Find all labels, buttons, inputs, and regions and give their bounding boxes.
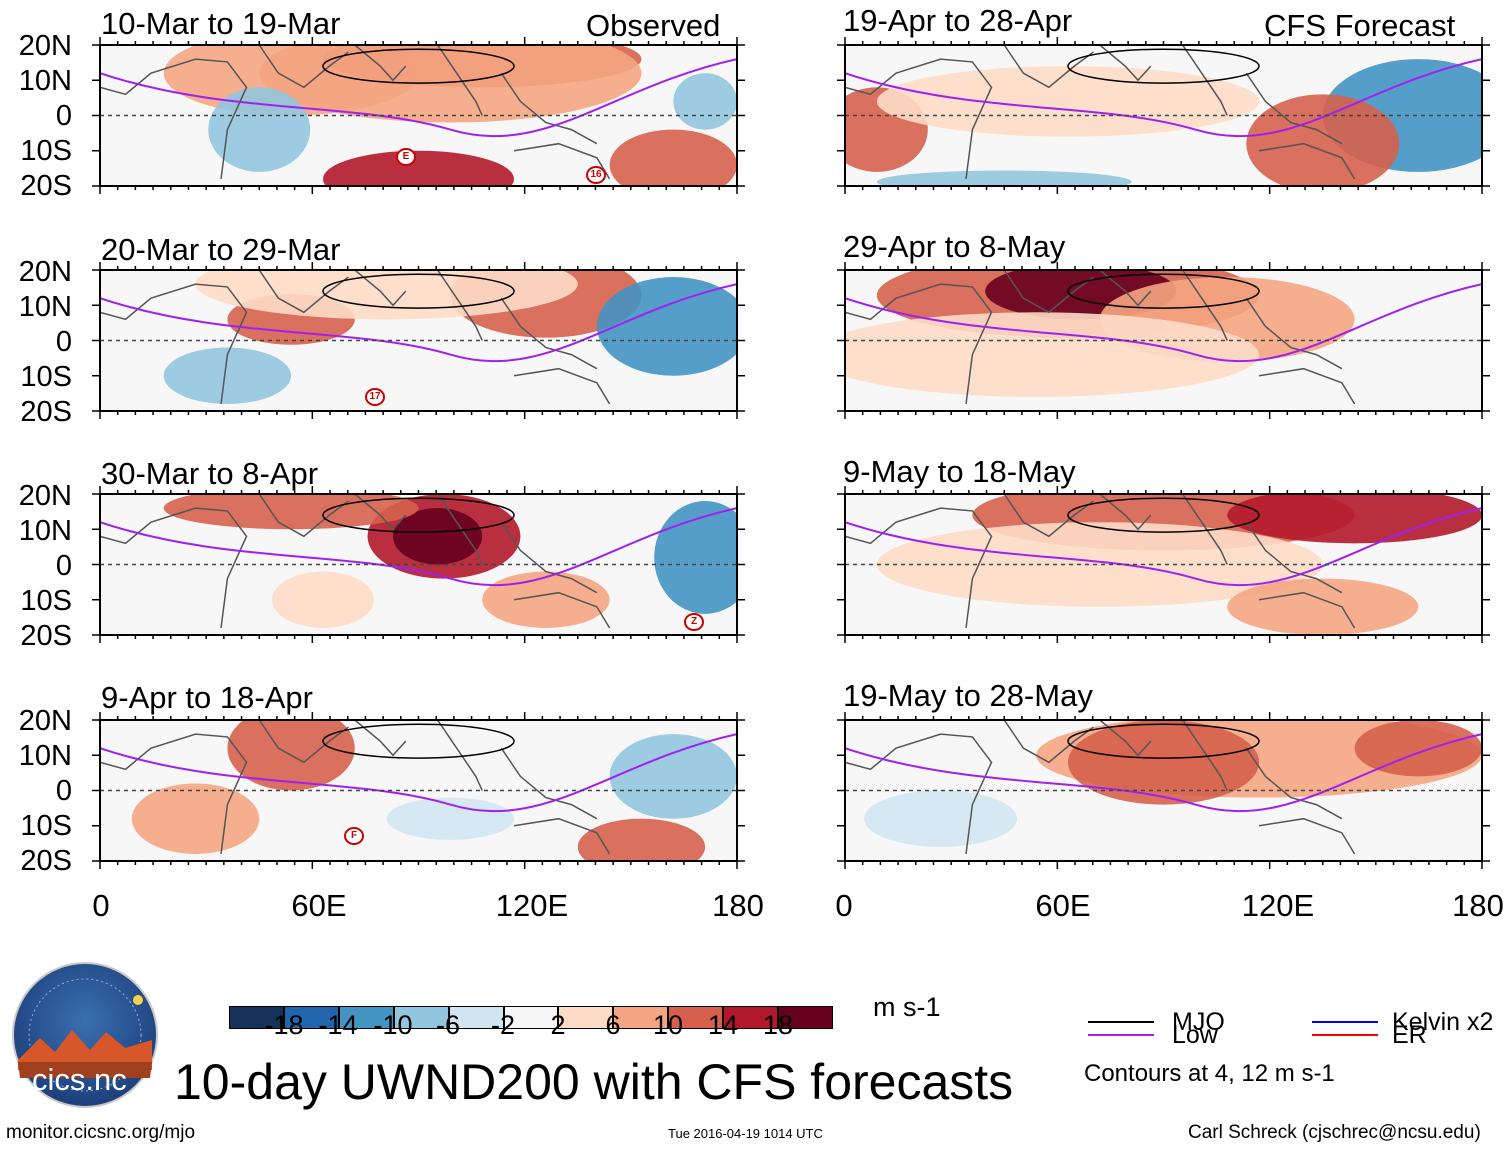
observed-label: Observed <box>586 8 721 43</box>
lat-tick: 20N <box>18 480 72 512</box>
lat-tick: 10S <box>20 810 72 842</box>
panel-title-fc-4: 19-May to 28-May <box>843 678 1093 713</box>
storm-marker: F <box>344 827 364 845</box>
lat-tick: 20S <box>20 620 72 652</box>
panel-title-fc-2: 29-Apr to 8-May <box>843 229 1066 264</box>
kelvin-line-swatch <box>1312 1021 1378 1023</box>
forecast-label: CFS Forecast <box>1264 8 1456 43</box>
lat-tick: 20S <box>20 170 72 202</box>
contours-note: Contours at 4, 12 m s-1 <box>1084 1060 1335 1087</box>
panel-title-obs-3: 30-Mar to 8-Apr <box>101 456 319 491</box>
colorbar-box <box>723 1006 779 1029</box>
lat-tick: 20S <box>20 845 72 877</box>
colorbar-box <box>229 1006 284 1029</box>
colorbar-boxes <box>229 1006 833 1029</box>
colorbar-tick: 2 <box>550 1010 566 1040</box>
colorbar-tick: 18 <box>762 1010 794 1040</box>
cics-logo <box>12 962 158 1108</box>
source-url: monitor.cicsnc.org/mjo <box>6 1122 196 1143</box>
map-panel-obs-3 <box>92 486 745 643</box>
colorbar-units: m s-1 <box>873 992 941 1022</box>
colorbar-box <box>558 1006 614 1029</box>
lon-tick: 180 <box>1452 888 1504 923</box>
lat-tick: 20S <box>20 396 72 428</box>
lat-tick: 10N <box>18 65 72 97</box>
panel-title-obs-2: 20-Mar to 29-Mar <box>101 232 341 267</box>
map-panels <box>92 37 1490 869</box>
map-panel-obs-2 <box>92 262 745 419</box>
logo-text: cics.nc <box>32 1062 127 1097</box>
storm-marker: E <box>396 148 416 166</box>
lat-tick: 20N <box>18 30 72 62</box>
lat-tick: 0 <box>55 326 72 358</box>
storm-marker: 16 <box>586 166 606 184</box>
colorbar-box <box>613 1006 669 1029</box>
mjo-legend-label: MJO <box>1172 1008 1225 1036</box>
colorbar-tick: -18 <box>264 1010 304 1040</box>
lat-tick: 10N <box>18 291 72 323</box>
map-panel-obs-4 <box>92 712 745 869</box>
lon-tick: 60E <box>1035 888 1091 923</box>
map-panel-fc-3 <box>837 486 1490 643</box>
low-legend-label: Low <box>1172 1021 1218 1049</box>
colorbar-tick: 10 <box>652 1010 684 1040</box>
er-legend-label: ER <box>1392 1021 1427 1049</box>
lat-tick: 20N <box>18 256 72 288</box>
storm-marker: 17 <box>365 388 385 406</box>
credit: Carl Schreck (cjschrec@ncsu.edu) <box>1188 1122 1481 1143</box>
colorbar-tick: -2 <box>490 1010 515 1040</box>
lat-tick: 0 <box>55 100 72 132</box>
er-line-swatch <box>1312 1034 1378 1036</box>
lon-tick: 60E <box>291 888 347 923</box>
lat-tick: 10S <box>20 585 72 617</box>
colorbar-tick: -14 <box>318 1010 358 1040</box>
mjo-line-swatch <box>1088 1021 1154 1023</box>
lat-tick: 0 <box>55 550 72 582</box>
main-title: 10-day UWND200 with CFS forecasts <box>174 1054 1014 1110</box>
colorbar-box <box>448 1006 504 1029</box>
colorbar-box <box>668 1006 724 1029</box>
panel-title-fc-1: 19-Apr to 28-Apr <box>843 3 1073 38</box>
colorbar-tick: -10 <box>373 1010 413 1040</box>
map-panel-fc-1 <box>837 37 1490 194</box>
colorbar-tick: 6 <box>605 1010 621 1040</box>
panel-title-obs-1: 10-Mar to 19-Mar <box>101 6 341 41</box>
lon-tick: 0 <box>835 888 853 923</box>
colorbar-box <box>778 1006 833 1029</box>
map-panel-fc-2 <box>837 262 1490 419</box>
colorbar-box <box>393 1006 449 1029</box>
lat-tick: 20N <box>18 705 72 737</box>
storm-marker: Z <box>684 613 704 631</box>
map-panel-obs-1 <box>92 37 745 194</box>
colorbar-tick: 14 <box>707 1010 739 1040</box>
panel-title-fc-3: 9-May to 18-May <box>843 454 1076 489</box>
map-panel-fc-4 <box>837 712 1490 869</box>
kelvin-legend-label: Kelvin x2 <box>1392 1008 1494 1036</box>
lon-tick: 120E <box>495 888 569 923</box>
lon-tick: 0 <box>92 888 110 923</box>
panel-title-obs-4: 9-Apr to 18-Apr <box>101 680 313 715</box>
colorbar-box <box>503 1006 559 1029</box>
colorbar-tick: -6 <box>435 1010 460 1040</box>
lon-tick: 120E <box>1241 888 1315 923</box>
timestamp: Tue 2016-04-19 1014 UTC <box>668 1126 823 1141</box>
colorbar-box <box>338 1006 394 1029</box>
low-line-swatch <box>1088 1034 1154 1036</box>
lat-tick: 10N <box>18 740 72 772</box>
lat-tick: 10N <box>18 515 72 547</box>
lon-tick: 180 <box>712 888 764 923</box>
lat-tick: 10S <box>20 135 72 167</box>
lat-tick: 10S <box>20 361 72 393</box>
lat-tick: 0 <box>55 775 72 807</box>
colorbar-box <box>283 1006 339 1029</box>
